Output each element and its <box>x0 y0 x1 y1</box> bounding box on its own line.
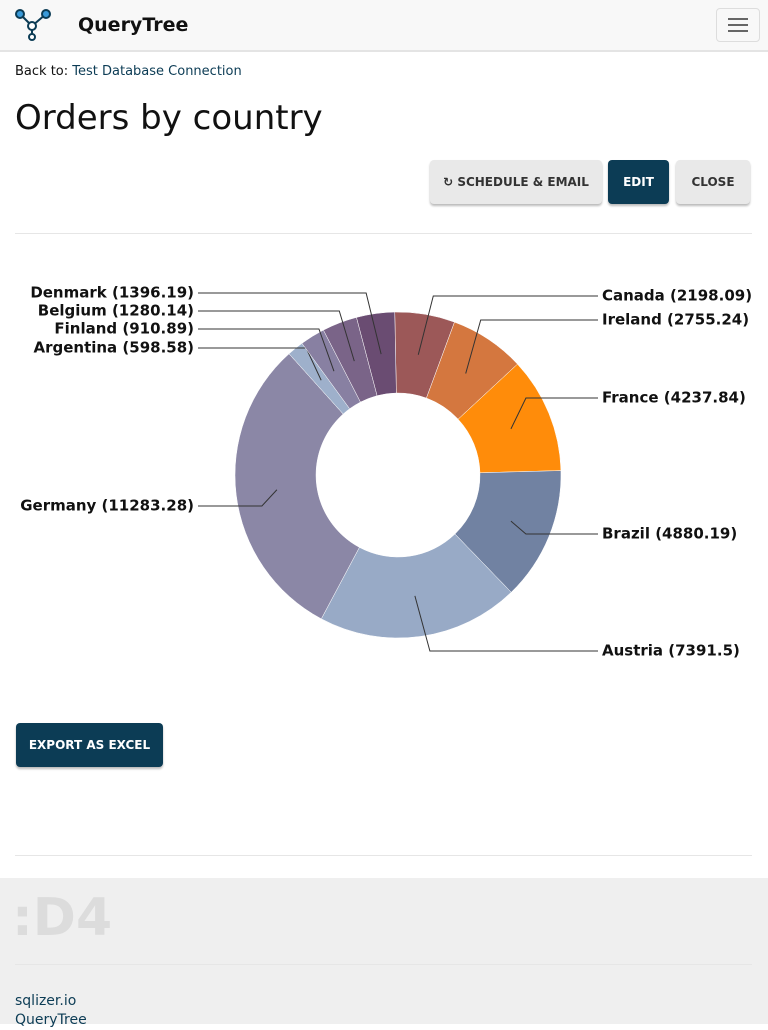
page-title: Orders by country <box>15 98 323 138</box>
menu-icon <box>728 18 748 32</box>
menu-button[interactable] <box>716 8 760 42</box>
export-button[interactable]: EXPORT AS EXCEL <box>16 723 163 767</box>
slice-label: Germany (11283.28) <box>20 497 194 515</box>
divider <box>15 964 752 965</box>
logo-icon <box>15 9 51 41</box>
footer-logo: :D4 <box>12 888 113 948</box>
leader-line <box>198 328 335 372</box>
slice-label: Argentina (598.58) <box>33 339 194 357</box>
chart: Canada (2198.09) Ireland (2755.24) France … <box>20 284 752 660</box>
footer-link[interactable]: sqlizer.io <box>15 993 77 1009</box>
slice-label: Brazil (4880.19) <box>602 525 737 543</box>
back-link[interactable]: Test Database Connection <box>72 64 242 79</box>
header: QueryTree <box>0 0 768 52</box>
footer-links: sqlizer.io QueryTree <box>15 992 87 1030</box>
donut-slice <box>320 533 512 639</box>
slice-label: France (4237.84) <box>602 389 746 407</box>
slice-label: Ireland (2755.24) <box>602 311 749 329</box>
close-button[interactable]: CLOSE <box>676 160 750 204</box>
divider <box>15 233 752 234</box>
slice-label: Belgium (1280.14) <box>38 302 194 320</box>
slice-label: Denmark (1396.19) <box>30 284 194 302</box>
brand[interactable]: QueryTree <box>78 14 189 36</box>
back-prefix: Back to: <box>15 64 69 79</box>
schedule-button[interactable]: ↻ SCHEDULE & EMAIL <box>430 160 602 204</box>
breadcrumb: Back to: Test Database Connection <box>15 64 242 79</box>
schedule-label: SCHEDULE & EMAIL <box>457 175 589 189</box>
leader-line <box>417 295 598 355</box>
slice-label: Austria (7391.5) <box>602 642 740 660</box>
footer-link[interactable]: QueryTree <box>15 1012 87 1028</box>
divider <box>15 855 752 856</box>
donut-slice <box>234 353 360 620</box>
leader-line <box>510 397 598 430</box>
slice-label: Finland (910.89) <box>54 320 194 338</box>
slice-label: Canada (2198.09) <box>602 287 752 305</box>
edit-button[interactable]: EDIT <box>608 160 669 204</box>
donut-slice <box>356 311 397 397</box>
leader-line <box>465 319 598 374</box>
leader-line <box>510 520 598 535</box>
leader-line <box>198 310 355 362</box>
leader-line <box>198 292 382 355</box>
footer: :D4 sqlizer.io QueryTree <box>0 878 768 1028</box>
leader-line <box>414 595 598 652</box>
leader-line <box>198 489 278 507</box>
